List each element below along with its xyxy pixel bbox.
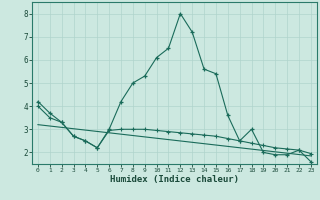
X-axis label: Humidex (Indice chaleur): Humidex (Indice chaleur)	[110, 175, 239, 184]
